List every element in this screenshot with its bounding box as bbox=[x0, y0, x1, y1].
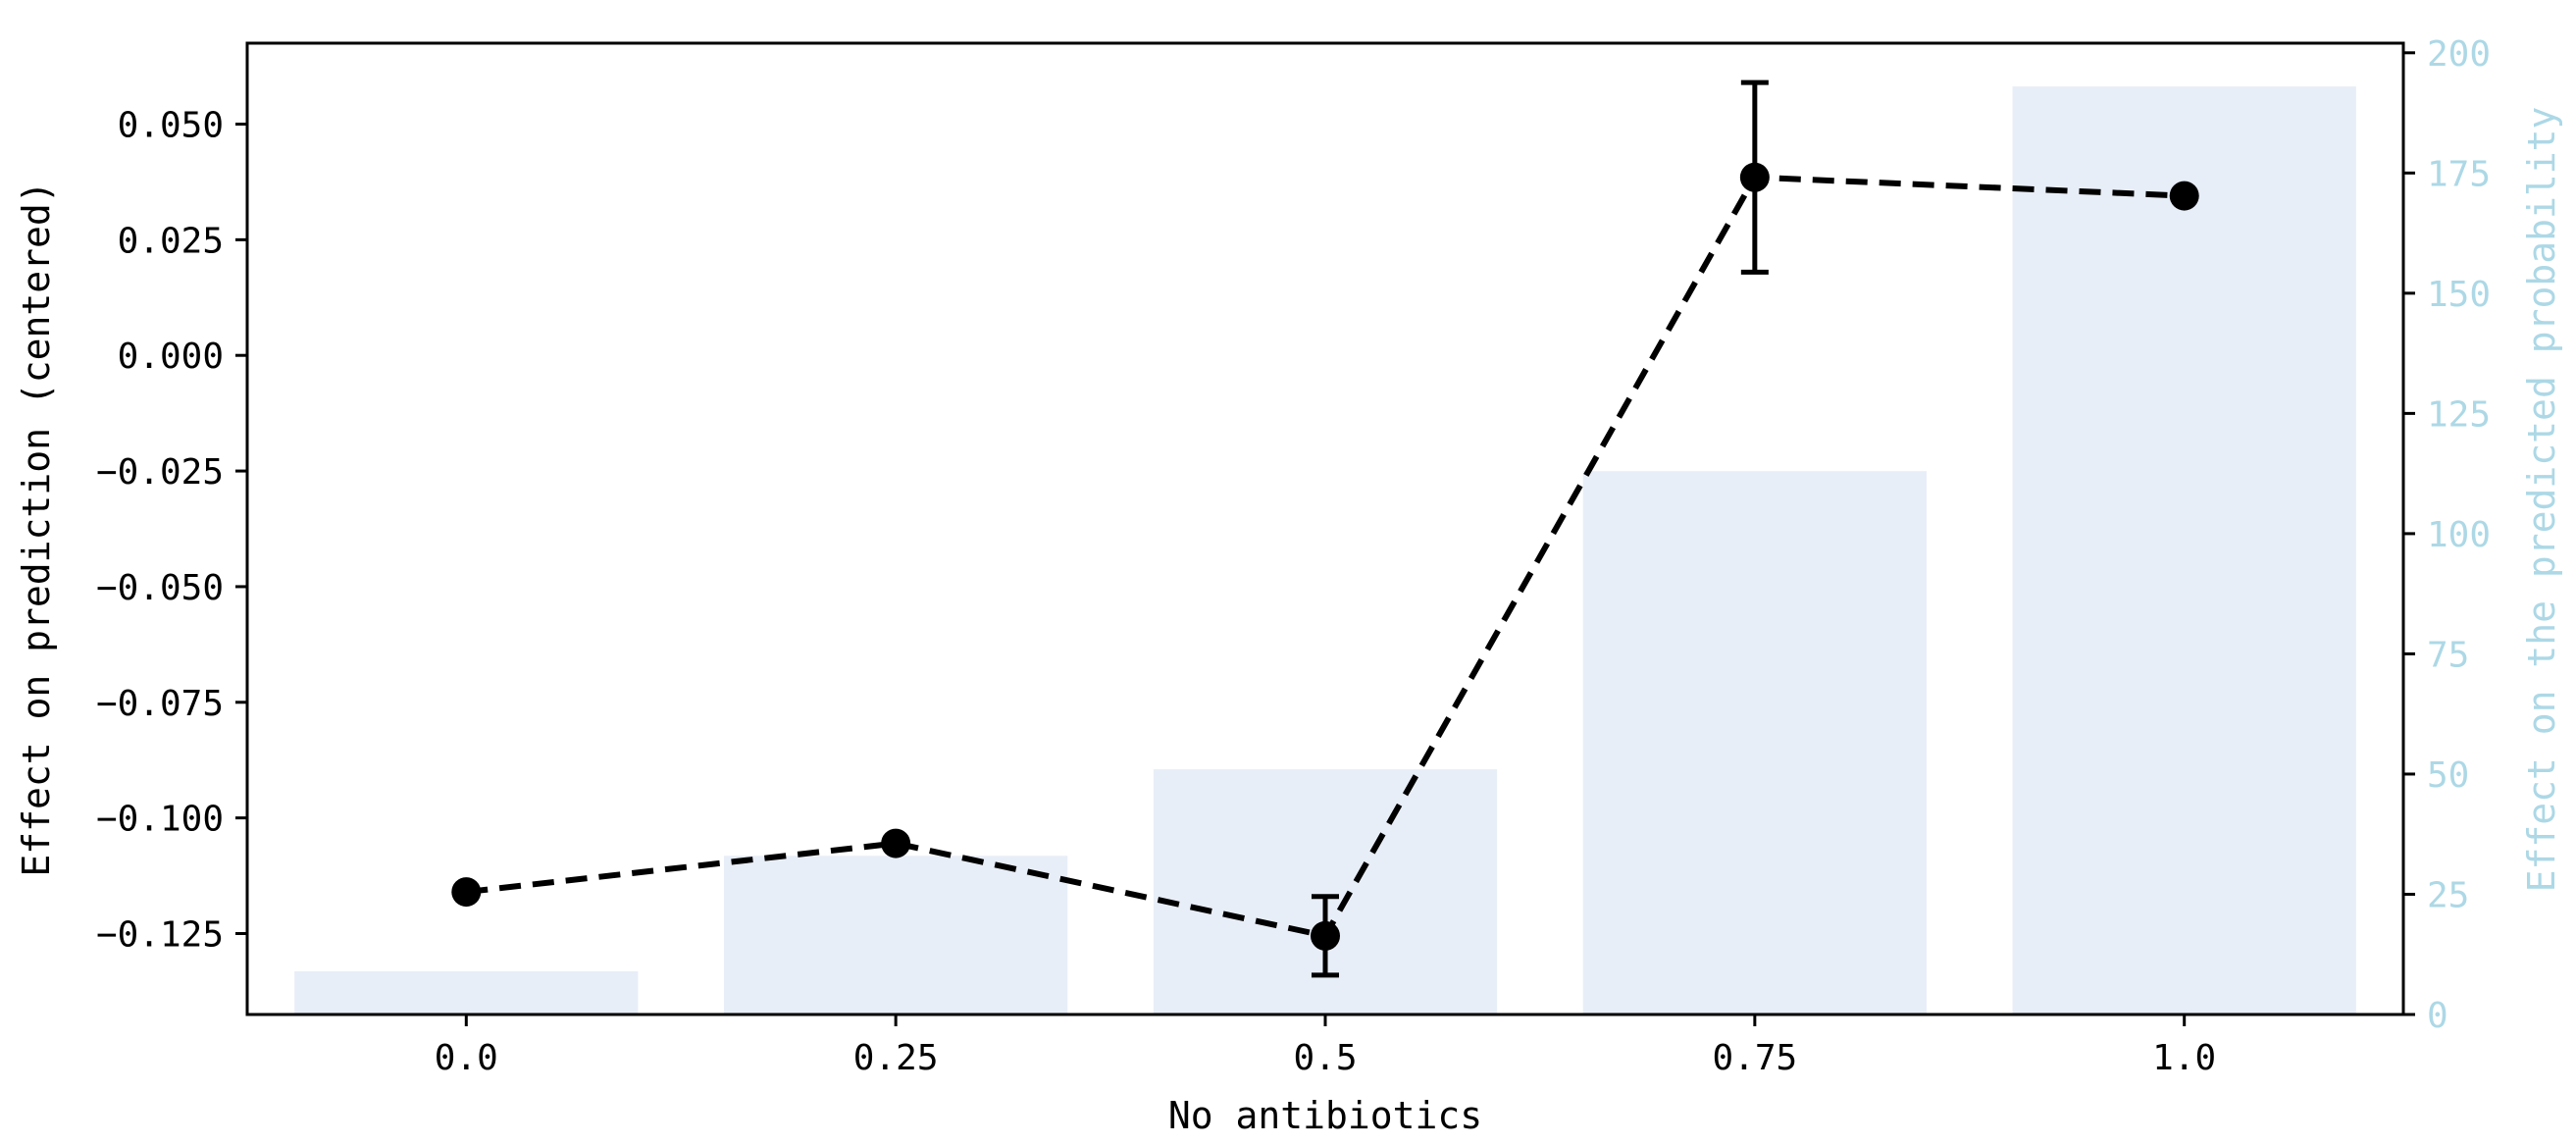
right-tick-label: 50 bbox=[2427, 755, 2469, 796]
right-tick-label: 175 bbox=[2427, 154, 2491, 194]
left-tick-label: −0.075 bbox=[96, 684, 224, 724]
right-tick-label: 0 bbox=[2427, 996, 2448, 1036]
left-tick-label: −0.025 bbox=[96, 452, 224, 493]
x-tick-label: 0.25 bbox=[853, 1038, 939, 1078]
x-axis-title: No antibiotics bbox=[1168, 1094, 1482, 1137]
bar-1 bbox=[724, 856, 1068, 1014]
left-tick-label: 0.000 bbox=[118, 337, 224, 377]
bar-2 bbox=[1153, 769, 1498, 1014]
right-tick-label: 200 bbox=[2427, 34, 2491, 75]
x-tick-label: 0.5 bbox=[1293, 1038, 1357, 1078]
x-tick-label: 0.0 bbox=[435, 1038, 498, 1078]
bar-4 bbox=[2012, 86, 2356, 1015]
left-tick-label: 0.025 bbox=[118, 221, 224, 261]
point-1 bbox=[881, 828, 911, 858]
right-y-axis-title: Effect on the predicted probability bbox=[2520, 107, 2563, 893]
point-3 bbox=[1739, 162, 1770, 192]
right-tick-label: 25 bbox=[2427, 875, 2469, 915]
left-tick-label: −0.050 bbox=[96, 568, 224, 608]
right-tick-label: 150 bbox=[2427, 275, 2491, 315]
bar-0 bbox=[294, 970, 639, 1014]
left-axis: 0.050 0.025 0.000 −0.025 −0.050 −0.075 −0.100 −… bbox=[96, 106, 247, 956]
left-tick-label: −0.125 bbox=[96, 915, 224, 956]
right-tick-label: 100 bbox=[2427, 515, 2491, 555]
x-tick-label: 0.75 bbox=[1712, 1038, 1797, 1078]
point-0 bbox=[451, 877, 482, 908]
x-tick-label: 1.0 bbox=[2152, 1038, 2216, 1078]
left-y-axis-title: Effect on prediction (centered) bbox=[15, 181, 58, 876]
right-tick-label: 75 bbox=[2427, 635, 2469, 675]
left-tick-label: −0.100 bbox=[96, 800, 224, 840]
bars-group bbox=[294, 86, 2356, 1015]
left-tick-label: 0.050 bbox=[118, 106, 224, 146]
right-tick-label: 125 bbox=[2427, 394, 2491, 435]
line-series-group bbox=[451, 79, 2199, 978]
point-4 bbox=[2169, 181, 2199, 211]
x-axis: 0.0 0.25 0.5 0.75 1.0 bbox=[435, 1014, 2216, 1078]
right-axis: 0 25 50 75 100 125 150 175 200 bbox=[2403, 34, 2491, 1036]
point-2 bbox=[1311, 920, 1340, 951]
bar-3 bbox=[1582, 471, 1927, 1014]
